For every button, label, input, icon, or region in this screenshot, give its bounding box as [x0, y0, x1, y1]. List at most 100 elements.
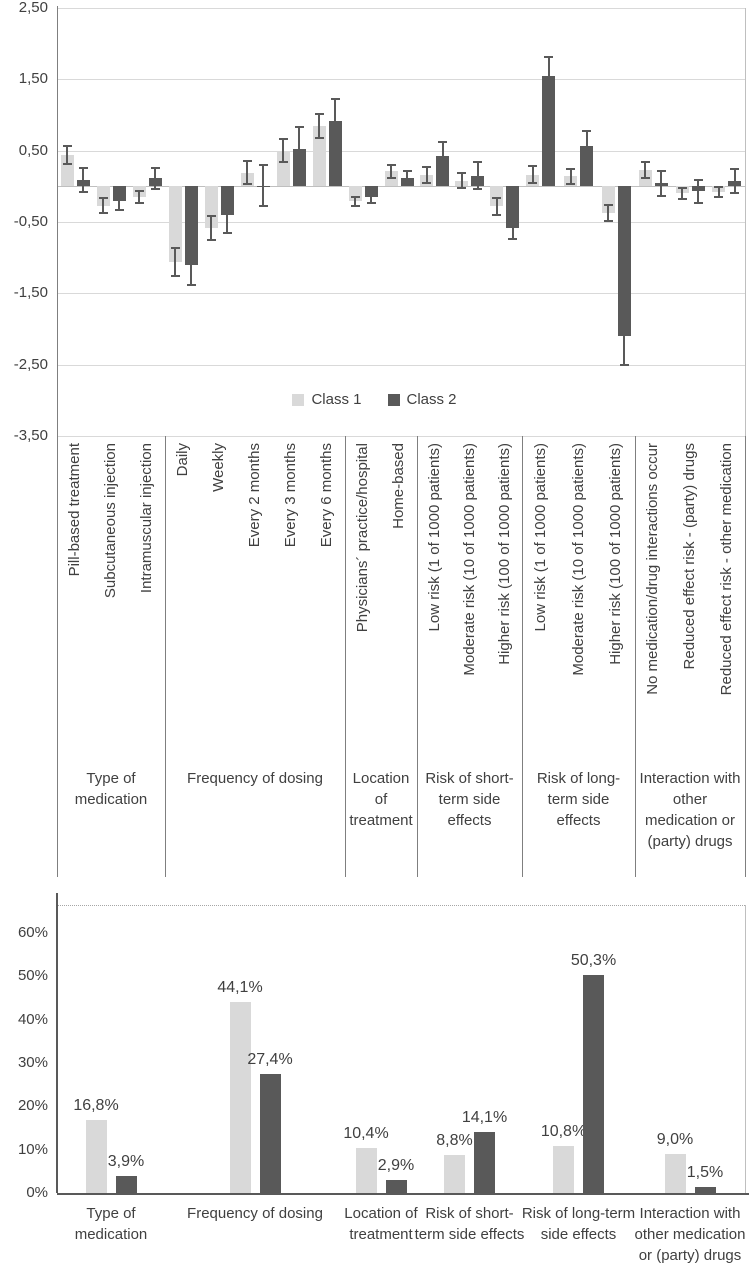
- group-divider: [417, 436, 418, 877]
- error-bar-cap: [134, 190, 144, 193]
- y-axis-tick-label: -2,50: [13, 355, 48, 373]
- attribute-group-label: Risk of short-term side effects: [425, 770, 514, 829]
- error-bar-line: [102, 197, 104, 214]
- error-bar-line: [531, 166, 534, 184]
- error-bar-cap: [619, 306, 629, 309]
- plot-right-border: [745, 905, 746, 1193]
- error-bar-cap: [582, 161, 591, 164]
- y-axis-tick-label: 10%: [17, 1140, 48, 1158]
- y-axis-tick-label: 60%: [17, 924, 48, 942]
- bar-class1: [490, 186, 503, 207]
- error-bar-cap: [314, 112, 324, 115]
- error-bar-line: [354, 197, 356, 206]
- category-label: Risk of short-term side effects: [414, 1205, 525, 1243]
- error-bar-cap: [603, 203, 613, 206]
- error-bar-line: [82, 167, 84, 193]
- attribute-group-label: Location of treatment: [349, 770, 413, 829]
- error-bar-line: [476, 162, 479, 190]
- legend-swatch-class2: [387, 393, 400, 406]
- error-bar-cap: [98, 196, 108, 199]
- attribute-group-label: Type of medication: [74, 770, 148, 808]
- error-bar-line: [660, 170, 663, 197]
- y-axis-tick-label: -3,50: [13, 427, 48, 444]
- bar-class1: [664, 1154, 686, 1193]
- error-bar-line: [190, 244, 192, 285]
- error-bar-cap: [150, 188, 160, 191]
- attribute-group-label: Frequency of dosing: [187, 770, 323, 787]
- error-bar-cap: [150, 166, 160, 169]
- gridline: [57, 293, 745, 295]
- error-bar-cap: [294, 126, 304, 129]
- error-bar-cap: [366, 189, 376, 192]
- y-axis-tick-label: 30%: [17, 1054, 48, 1071]
- error-bar-line: [441, 142, 444, 170]
- group-divider: [345, 436, 346, 877]
- gridline: [57, 364, 745, 366]
- error-bar-line: [390, 164, 392, 178]
- error-bar-cap: [170, 246, 180, 249]
- bar-class2: [436, 155, 449, 187]
- bar-class1: [312, 125, 326, 187]
- y-axis-tick-label: -0,50: [13, 213, 48, 230]
- bar-value-label: 1,5%: [686, 1163, 724, 1181]
- error-bar-cap: [402, 183, 412, 186]
- error-bar-cap: [714, 186, 724, 189]
- bar-class1: [384, 171, 398, 187]
- bar-value-label: 16,8%: [73, 1097, 119, 1115]
- error-bar-line: [210, 215, 212, 240]
- legend: Class 1 Class 2: [0, 391, 749, 408]
- error-bar-line: [226, 196, 228, 234]
- error-bar-line: [66, 146, 68, 164]
- error-bar-line: [585, 130, 588, 163]
- error-bar-cap: [98, 212, 108, 215]
- error-bar-line: [282, 139, 284, 163]
- y-axis-tick-label: 40%: [17, 1010, 48, 1028]
- legend-label: Class 1: [311, 391, 362, 408]
- error-bar-line: [154, 167, 156, 190]
- item-label: Every 6 months: [318, 443, 335, 548]
- error-bar-cap: [566, 183, 575, 186]
- bar-class1: [276, 150, 290, 187]
- item-label: Moderate risk (10 of 1000 patients): [460, 443, 478, 676]
- bar-value-label: 50,3%: [570, 952, 617, 970]
- item-label: Every 2 months: [246, 443, 263, 548]
- error-bar-cap: [222, 195, 232, 198]
- error-bar-cap: [114, 190, 124, 193]
- error-bar-line: [569, 168, 572, 185]
- item-label: Low risk (1 of 1000 patients): [531, 443, 549, 632]
- y-axis-line: [57, 6, 58, 877]
- error-bar-cap: [258, 163, 268, 166]
- error-bar-line: [495, 197, 498, 215]
- y-axis-tick-label: 20%: [17, 1097, 48, 1115]
- error-bar-line: [460, 172, 463, 189]
- error-bar-cap: [492, 196, 501, 199]
- item-label: Pill-based treatment: [66, 443, 83, 577]
- error-bar-line: [511, 217, 514, 240]
- error-bar-cap: [386, 176, 396, 179]
- error-bar-cap: [242, 160, 252, 163]
- bar-class2: [580, 146, 593, 187]
- category-label: Risk of long-term side effects: [521, 1205, 636, 1243]
- error-bar-cap: [544, 94, 554, 97]
- item-label: Daily: [174, 443, 191, 477]
- error-bar-line: [733, 168, 736, 193]
- item-label: Reduced effect risk - (party) drugs: [681, 443, 698, 670]
- error-bar-line: [547, 56, 550, 96]
- bar-class1: [444, 1154, 465, 1193]
- error-bar-cap: [242, 183, 252, 186]
- group-divider: [165, 436, 166, 877]
- bar-class1: [355, 1147, 377, 1193]
- error-bar-cap: [422, 166, 431, 169]
- bar-value-label: 10,4%: [343, 1124, 389, 1142]
- gridline: [57, 436, 745, 437]
- item-label: Subcutaneous injection: [102, 443, 119, 599]
- error-bar-cap: [677, 186, 687, 189]
- error-bar-line: [717, 187, 720, 198]
- error-bar-cap: [730, 167, 740, 170]
- bar-class2: [115, 1176, 137, 1193]
- error-bar-cap: [114, 208, 124, 211]
- item-label: Home-based: [390, 443, 407, 529]
- bar-class1: [96, 186, 110, 206]
- error-bar-cap: [473, 188, 482, 191]
